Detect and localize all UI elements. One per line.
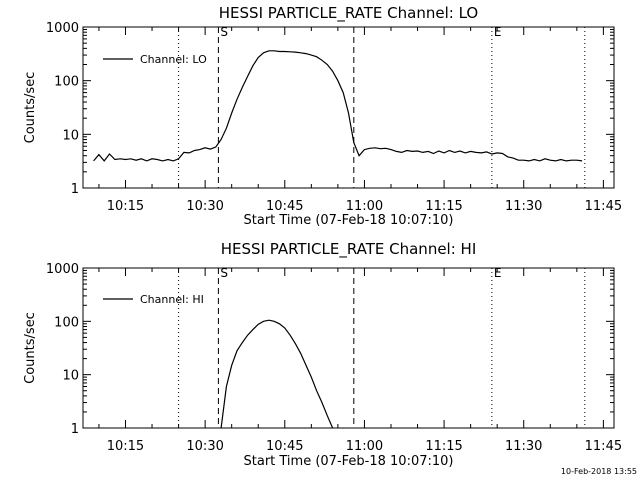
x-tick-label: 10:30 [186, 199, 223, 214]
x-tick-label: 11:15 [425, 199, 462, 214]
series-line [220, 319, 334, 429]
marker-label: E [494, 25, 502, 39]
y-tick-label: 10 [62, 369, 79, 384]
x-axis-label: Start Time (07-Feb-18 10:07:10) [244, 213, 454, 228]
x-tick-label: 11:30 [505, 199, 542, 214]
chart-title: HESSI PARTICLE_RATE Channel: LO [219, 4, 478, 23]
x-tick-label: 10:15 [107, 439, 144, 454]
y-tick-label: 1 [71, 182, 79, 197]
y-tick-label: 100 [54, 75, 79, 90]
marker-label: S [220, 25, 228, 39]
x-tick-label: 10:45 [266, 439, 303, 454]
x-tick-label: 11:15 [425, 439, 462, 454]
marker-label: S [220, 266, 228, 280]
chart-panel-lo: HESSI PARTICLE_RATE Channel: LO 1 10 100 100… [23, 4, 622, 228]
y-axis-label: Counts/sec [23, 312, 38, 384]
plot-frame [82, 267, 615, 429]
legend-entry: Channel: HI [140, 293, 204, 306]
x-tick-label: 10:15 [107, 199, 144, 214]
x-tick-label: 11:45 [585, 199, 622, 214]
y-tick-label: 1000 [46, 21, 79, 36]
x-tick-label: 11:00 [346, 199, 383, 214]
footer-timestamp: 10-Feb-2018 13:55 [561, 467, 637, 476]
y-tick-label: 1 [71, 422, 79, 437]
x-tick-label: 11:30 [505, 439, 542, 454]
legend-entry: Channel: LO [140, 53, 207, 66]
plot-frame [82, 26, 615, 189]
x-axis-label: Start Time (07-Feb-18 10:07:10) [244, 454, 454, 469]
y-tick-label: 100 [54, 315, 79, 330]
x-tick-label: 11:45 [585, 439, 622, 454]
series-line [93, 50, 583, 162]
marker-label: E [494, 266, 502, 280]
x-tick-label: 10:30 [186, 439, 223, 454]
y-axis-label: Counts/sec [23, 72, 38, 144]
y-tick-label: 10 [62, 128, 79, 143]
chart-title: HESSI PARTICLE_RATE Channel: HI [221, 240, 477, 259]
chart-panel-hi: HESSI PARTICLE_RATE Channel: HI 1 10 100 100… [23, 240, 622, 469]
x-tick-label: 11:00 [346, 439, 383, 454]
x-tick-label: 10:45 [266, 199, 303, 214]
y-tick-label: 1000 [46, 262, 79, 277]
